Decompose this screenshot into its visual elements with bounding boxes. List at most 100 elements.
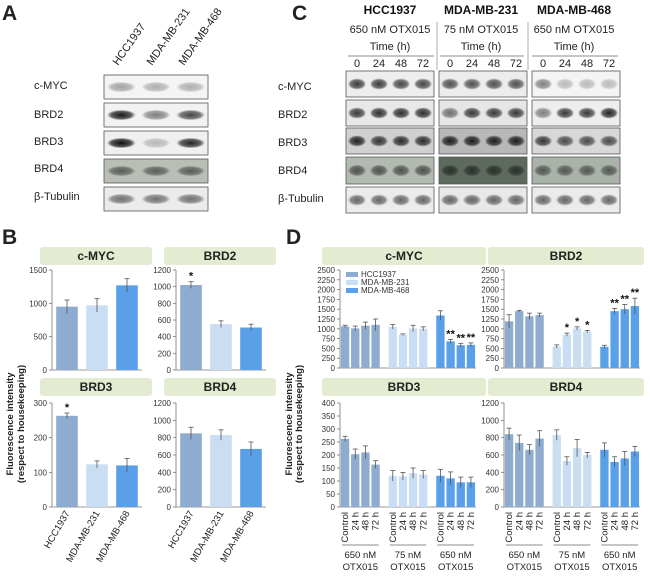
a-blot-strip-band: [106, 109, 136, 121]
c-treatment-2: 75 nM OTX015: [444, 24, 519, 36]
c-time-tick: 72: [603, 58, 615, 70]
d-group-drug: OTX015: [438, 562, 473, 573]
c-blot-strip-band: [391, 164, 411, 177]
y-tick-label: 0: [167, 366, 172, 375]
c-blot-strip-band: [484, 107, 504, 119]
a-blot-strip-band: [106, 81, 136, 93]
c-blot-strip-band: [599, 194, 619, 206]
significance-mark: **: [610, 297, 619, 309]
c-blot-strip-band: [462, 135, 482, 147]
y-tick-label: 2000: [481, 286, 499, 295]
y-tick-label: 2500: [481, 266, 499, 275]
c-group-mda468: MDA-MB-468: [537, 3, 611, 17]
chart-header-band: [164, 247, 276, 265]
x-tick-label: Control: [435, 512, 446, 543]
bar: [388, 475, 397, 507]
c-blot-strip-band: [555, 194, 575, 206]
chart-header-band: [488, 378, 644, 396]
y-tick-label: 0: [495, 364, 500, 373]
c-blot-strip-band: [555, 107, 575, 119]
bar: [180, 433, 202, 507]
c-blot-strip-band: [533, 194, 553, 206]
c-group-mda231: MDA-MB-231: [444, 3, 518, 17]
bar: [446, 341, 455, 368]
bar: [361, 452, 370, 507]
y-tick-label: 0: [167, 503, 172, 512]
x-tick-label: Control: [552, 512, 563, 543]
c-treatment-3: 650 nM OTX015: [534, 24, 615, 36]
c-blot-strip: [438, 127, 528, 155]
y-tick-label: 2250: [481, 276, 499, 285]
a-blot-strip-band: [176, 137, 206, 149]
c-time-label-3: Time (h): [554, 41, 595, 53]
d-group-dose: 650 nM: [604, 550, 636, 561]
bar: [56, 415, 78, 507]
x-tick-label: 48 h: [408, 512, 419, 531]
bar: [535, 438, 544, 507]
c-blot-strip-band: [555, 135, 575, 147]
x-tick-label: 24 h: [446, 512, 457, 531]
a-row-label-cmyc: c-MYC: [34, 80, 68, 92]
bar: [240, 448, 262, 507]
c-group-hcc1937: HCC1937: [364, 3, 417, 17]
significance-mark: **: [467, 332, 476, 344]
a-blot-strip: [103, 158, 209, 184]
c-blot-strip-band: [506, 135, 526, 147]
significance-mark: **: [631, 287, 640, 299]
y-tick-label: 200: [158, 486, 172, 495]
x-tick-label: Control: [599, 512, 610, 543]
c-blot-strip: [345, 186, 435, 214]
bar: [446, 478, 455, 507]
a-row-label-tubulin: β-Tubulin: [34, 191, 80, 203]
y-tick-label: 400: [158, 468, 172, 477]
y-tick-label: 250: [322, 438, 336, 447]
x-tick-label: 72 h: [418, 512, 429, 531]
y-tick-label: 1750: [317, 295, 335, 304]
bar: [116, 465, 138, 507]
y-tick-label: 1000: [153, 416, 171, 425]
y-tick-label: 1000: [153, 283, 171, 292]
x-tick-label: Control: [388, 512, 399, 543]
d-group-dose: 75 nM: [395, 550, 421, 561]
d-group-drug: OTX015: [343, 562, 378, 573]
c-blot-strip: [438, 70, 528, 98]
c-time-tick: 72: [510, 58, 522, 70]
c-blot-strip: [438, 99, 528, 127]
y-tick-label: 800: [158, 434, 172, 443]
bar: [504, 434, 514, 507]
a-blot-strip-band: [176, 165, 206, 177]
x-tick-label: 48 h: [524, 512, 535, 531]
legend-swatch: [346, 288, 358, 293]
y-tick-label: 200: [34, 434, 48, 443]
bar: [620, 458, 629, 507]
y-tick-label: 600: [486, 451, 500, 460]
d-group-drug: OTX015: [390, 562, 425, 573]
significance-mark: **: [456, 332, 465, 344]
c-blot-strip-band: [484, 194, 504, 206]
c-time-label-2: Time (h): [461, 41, 502, 53]
x-tick-label: 24 h: [398, 512, 409, 531]
c-time-tick: 48: [395, 58, 407, 70]
bar: [466, 482, 476, 507]
c-blot-strip-band: [533, 107, 553, 119]
bar: [630, 306, 640, 368]
bar: [572, 448, 582, 507]
c-blots: [345, 70, 621, 214]
b-ylabel-line1: Fluorescence intensity: [5, 372, 16, 476]
c-blot-strip: [345, 99, 435, 127]
c-blot-strip-band: [413, 164, 433, 177]
chart-d-c-myc: c-MYC 02505007501000125015001750200022502…: [317, 247, 486, 373]
d-ylabel-line2: (respect to housekeeping): [294, 365, 305, 483]
significance-mark: **: [620, 293, 629, 305]
y-tick-label: 1000: [317, 325, 335, 334]
c-blot-strip-band: [391, 135, 411, 147]
chart-d-brd2: BRD2 025050075010001250150017502000225025…: [481, 247, 644, 373]
c-time-tick: 48: [581, 58, 593, 70]
a-blot-strip-band: [141, 165, 171, 177]
y-tick-label: 2250: [317, 276, 335, 285]
c-blot-strip-band: [484, 78, 504, 90]
significance-mark: *: [65, 402, 70, 414]
bar: [535, 315, 544, 368]
